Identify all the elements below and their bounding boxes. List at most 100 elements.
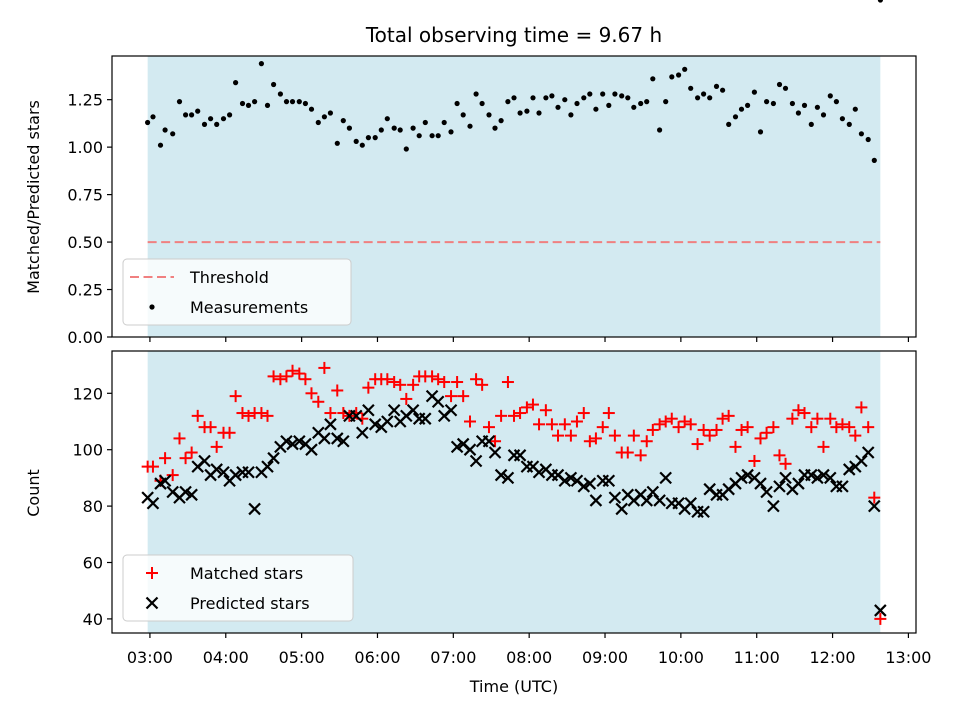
predicted-star-point <box>754 477 767 490</box>
predicted-star-point <box>387 403 401 417</box>
measurement-point <box>183 112 189 118</box>
measurement-point <box>435 133 441 139</box>
measurement-point <box>795 110 802 116</box>
measurement-point <box>353 138 359 144</box>
matched-star-point <box>457 390 470 403</box>
matched-star-point <box>722 409 735 422</box>
matched-star-point <box>868 491 881 504</box>
count-axes-frame <box>111 350 917 634</box>
predicted-star-point <box>324 418 337 431</box>
measurement-point <box>473 91 479 97</box>
measurement-point <box>429 133 435 139</box>
matched-star-point <box>627 429 640 442</box>
measurement-point <box>827 93 833 99</box>
measurement-point <box>650 76 656 82</box>
matched-star-point <box>533 418 546 431</box>
count-x-tick-label: 07:00 <box>430 648 476 667</box>
matched-star-point <box>710 423 723 436</box>
measurement-point <box>220 116 227 122</box>
matched-star-point <box>754 432 767 445</box>
matched-star-point <box>539 404 552 417</box>
measurement-point <box>820 112 827 118</box>
count-y-axis-label: Count <box>24 469 43 517</box>
measurement-point <box>530 95 536 101</box>
measurement-point <box>391 125 397 131</box>
matched-star-point <box>146 460 159 473</box>
count-legend-box <box>122 554 354 622</box>
measurement-point <box>264 102 271 108</box>
predicted-star-point <box>602 474 616 487</box>
matched-star-point <box>577 407 590 420</box>
matched-star-point <box>836 418 849 431</box>
measurement-point <box>189 112 195 118</box>
predicted-star-point <box>488 446 502 459</box>
count-x-tick-label: 12:00 <box>810 648 856 667</box>
matched-star-point <box>432 373 445 386</box>
predicted-star-point <box>792 477 805 490</box>
matched-star-point <box>634 449 647 462</box>
predicted-star-point <box>615 502 628 516</box>
measurement-point <box>289 99 296 105</box>
count-x-tick-label: 09:00 <box>582 648 628 667</box>
predicted-star-point <box>501 471 515 485</box>
matched-star-point <box>451 376 464 389</box>
count-x-tick-label: 04:00 <box>203 648 249 667</box>
legend-threshold-label: Threshold <box>189 268 269 287</box>
matched-star-point <box>470 373 483 386</box>
matched-star-point <box>564 429 577 442</box>
matched-star-point <box>602 407 615 420</box>
measurement-point <box>308 106 315 112</box>
matched-star-point <box>678 415 691 428</box>
matched-star-point <box>400 392 413 405</box>
predicted-star-point <box>463 443 477 456</box>
predicted-star-point <box>337 434 350 448</box>
matched-star-point <box>691 438 704 451</box>
measurement-point <box>195 108 201 114</box>
measurement-point <box>638 100 644 107</box>
count-x-tick-label: 10:00 <box>658 648 704 667</box>
predicted-star-point <box>767 499 780 513</box>
count-x-tick-label: 11:00 <box>734 648 780 667</box>
predicted-star-point <box>248 502 261 516</box>
ratio-y-axis-label: Matched/Predicted stars <box>24 100 43 294</box>
matched-star-point <box>855 401 868 414</box>
predicted-star-point <box>824 471 837 485</box>
predicted-star-point <box>261 460 274 473</box>
measurement-point <box>764 99 770 105</box>
predicted-star-point <box>305 443 318 456</box>
measurement-point <box>568 112 574 118</box>
measurement-point <box>751 89 758 95</box>
matched-star-point <box>286 364 299 377</box>
predicted-star-point <box>286 437 299 451</box>
measurement-point <box>302 100 308 107</box>
matched-star-point <box>779 457 792 470</box>
predicted-star-point <box>640 494 654 507</box>
matched-star-point <box>748 454 761 467</box>
count-y-tick-label: 100 <box>72 441 103 460</box>
legend-measurements-label: Measurements <box>190 298 308 317</box>
measurement-point <box>549 93 555 99</box>
matched-star-point <box>665 412 678 425</box>
measurement-point <box>726 121 732 127</box>
count-x-tick-label: 03:00 <box>127 648 173 667</box>
count-x-tick-label: 06:00 <box>354 648 400 667</box>
measurement-point <box>454 100 460 107</box>
matched-star-point <box>191 409 204 422</box>
measurement-point <box>581 95 587 101</box>
measurement-point <box>340 118 346 124</box>
matched-stars-points <box>141 361 887 625</box>
ratio-axes-frame <box>111 55 917 338</box>
measurement-point <box>770 100 777 107</box>
matched-star-point <box>482 421 495 434</box>
measurement-point <box>738 106 745 112</box>
matched-star-point <box>697 423 710 436</box>
count-y-tick-label: 80 <box>83 497 103 516</box>
measurement-point <box>201 121 208 127</box>
ratio-y-ticks: 0.00 0.25 0.50 0.75 1.00 1.25 <box>67 91 112 347</box>
predicted-star-point <box>861 446 875 459</box>
matched-star-point <box>805 421 818 434</box>
measurement-point <box>208 116 214 122</box>
matched-star-point <box>179 452 192 465</box>
matched-star-point <box>862 421 875 434</box>
matched-star-point <box>464 415 477 428</box>
